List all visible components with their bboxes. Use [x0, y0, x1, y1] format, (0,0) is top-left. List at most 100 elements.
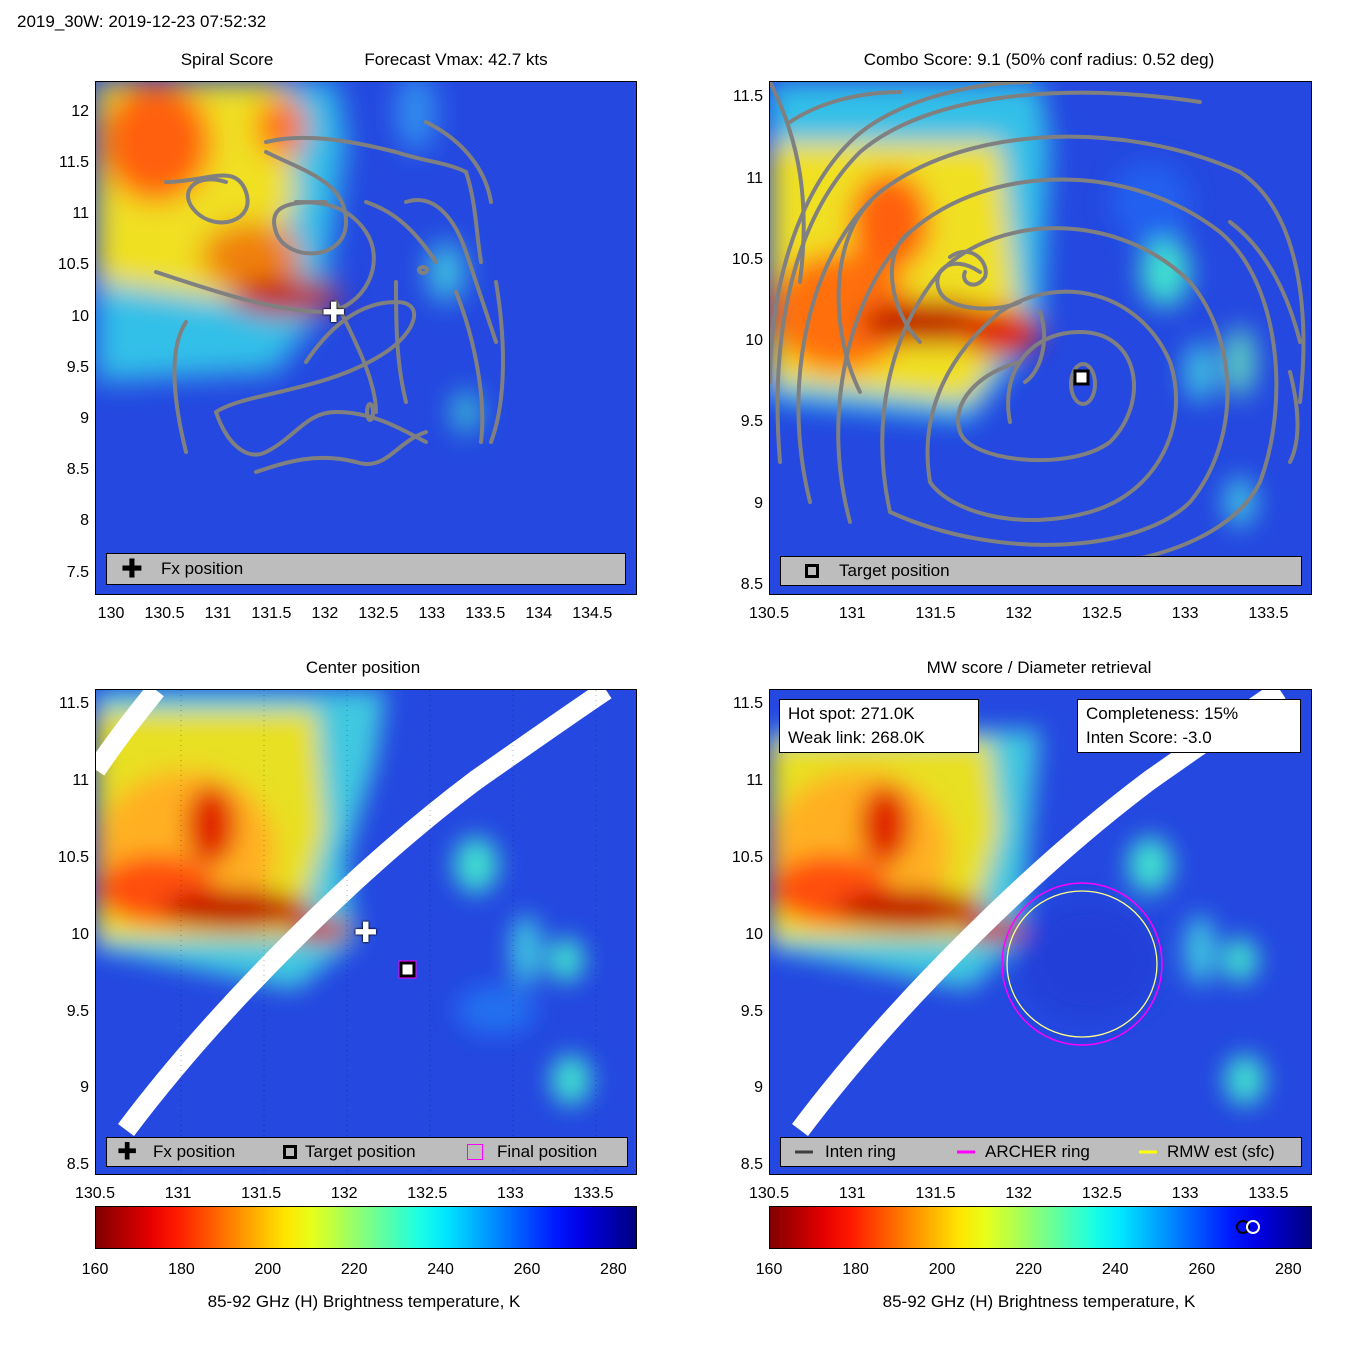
mw-score-plot: Hot spot: 271.0K Weak link: 268.0K Compl…	[769, 689, 1312, 1175]
x-tick-label: 130	[97, 605, 125, 622]
x-tick-label: 134	[525, 605, 553, 622]
x-tick-label: 132.5	[358, 605, 399, 622]
y-tick-label: 11.5	[733, 88, 763, 106]
x-tick-label: 131	[838, 1185, 866, 1202]
colorbar-tick-label: 260	[1188, 1261, 1216, 1278]
legend-target-position: Target position	[839, 561, 950, 580]
x-tick-label: 132	[1005, 1185, 1033, 1202]
completeness-text: Completeness: 15%	[1086, 704, 1239, 723]
y-tick-label: 9	[80, 409, 89, 427]
inten-score-text: Inten Score: -3.0	[1086, 728, 1212, 747]
y-tick-label: 11	[72, 205, 89, 223]
x-tick-label: 133	[497, 1185, 524, 1202]
y-tick-label: 9	[754, 494, 763, 512]
y-tick-label: 8.5	[66, 461, 89, 479]
colorbar-tick-label: 180	[168, 1261, 195, 1278]
archer-ring-line-icon	[957, 1150, 975, 1154]
colorbar-tick-label: 260	[513, 1261, 541, 1278]
spiral-score-plot: ✚ Fx position ✚	[95, 81, 637, 595]
combo-score-legend: Target position	[780, 556, 1302, 586]
y-tick-label: 10.5	[57, 849, 89, 867]
legend-final-position: Final position	[497, 1142, 598, 1161]
fx-position-plus-icon: ✚	[121, 553, 143, 584]
y-tick-label: 11	[72, 772, 89, 790]
colorbar-tick-label: 200	[928, 1261, 956, 1278]
x-tick-label: 131	[204, 605, 232, 622]
x-tick-label: 133.5	[1248, 605, 1289, 622]
x-tick-label: 132.5	[1081, 605, 1122, 622]
colorbar-right	[769, 1206, 1312, 1249]
weak-link-text: Weak link: 268.0K	[788, 728, 925, 747]
spiral-score-svg	[96, 82, 636, 594]
x-tick-label: 133.5	[465, 605, 506, 622]
forecast-vmax-title: Forecast Vmax: 42.7 kts	[364, 50, 548, 69]
combo-score-plot: Target position	[769, 81, 1312, 595]
hot-spot-text: Hot spot: 271.0K	[788, 704, 915, 723]
target-position-square-icon	[283, 1145, 297, 1159]
y-tick-label: 10	[71, 925, 89, 943]
rmw-ring	[1006, 890, 1158, 1038]
spiral-score-legend: ✚ Fx position	[106, 553, 626, 585]
colorbar-tick-label: 240	[1101, 1261, 1129, 1278]
x-tick-label: 131	[164, 1185, 192, 1202]
spiral-score-title: Spiral Score	[180, 50, 274, 69]
colorbar-tick-label: 180	[842, 1261, 869, 1278]
y-tick-label: 11.5	[59, 695, 89, 713]
y-tick-label: 11	[746, 772, 763, 790]
center-position-plot: ✚ ✚ Fx position Target position Final po…	[95, 689, 637, 1175]
center-position-svg	[96, 690, 636, 1174]
x-tick-label: 133	[418, 605, 446, 622]
y-tick-label: 12	[71, 102, 89, 120]
x-tick-label: 132	[330, 1185, 358, 1202]
x-tick-label: 130.5	[74, 1185, 116, 1202]
x-tick-label: 134.5	[572, 605, 613, 622]
fx-position-plus-icon: ✚	[117, 1138, 138, 1166]
legend-rmw-est: RMW est (sfc)	[1167, 1142, 1275, 1161]
x-tick-label: 133	[1171, 605, 1199, 622]
fx-position-marker: ✚	[322, 297, 346, 328]
y-tick-label: 11	[746, 169, 763, 187]
colorbar-left-label: 85-92 GHz (H) Brightness temperature, K	[207, 1292, 521, 1311]
figure-title: 2019_30W: 2019-12-23 07:52:32	[17, 12, 267, 31]
center-position-title: Center position	[305, 658, 421, 677]
x-tick-label: 131.5	[241, 1185, 282, 1202]
x-tick-label: 132	[1005, 605, 1033, 622]
mw-score-legend: Inten ring ARCHER ring RMW est (sfc)	[780, 1137, 1302, 1167]
legend-archer-ring: ARCHER ring	[985, 1142, 1090, 1161]
archer-ring	[1001, 882, 1163, 1046]
target-position-square-icon	[805, 564, 819, 578]
y-tick-label: 8.5	[740, 1156, 763, 1174]
colorbar-tick-label: 220	[1015, 1261, 1043, 1278]
x-tick-label: 131.5	[915, 605, 956, 622]
x-tick-label: 130.5	[144, 605, 185, 622]
hot-spot-circle-icon	[1246, 1220, 1260, 1234]
colorbar-tick-label: 160	[755, 1261, 783, 1278]
x-tick-label: 131.5	[251, 605, 292, 622]
mw-score-title: MW score / Diameter retrieval	[926, 658, 1152, 677]
x-tick-label: 132.5	[407, 1185, 448, 1202]
x-tick-label: 133.5	[1248, 1185, 1289, 1202]
y-tick-label: 10.5	[731, 250, 763, 268]
x-tick-label: 132	[311, 605, 339, 622]
combo-score-svg	[770, 82, 1311, 594]
hot-spot-info-box: Hot spot: 271.0K Weak link: 268.0K	[779, 699, 979, 753]
y-tick-label: 9.5	[740, 413, 763, 431]
colorbar-tick-label: 200	[254, 1261, 282, 1278]
legend-fx-position: Fx position	[161, 559, 244, 578]
completeness-info-box: Completeness: 15% Inten Score: -3.0	[1077, 699, 1301, 753]
y-tick-label: 10	[745, 332, 763, 350]
fx-position-marker: ✚	[354, 917, 378, 948]
x-tick-label: 130.5	[748, 1185, 790, 1202]
inten-ring-line-icon	[795, 1150, 813, 1154]
y-tick-label: 8.5	[66, 1156, 89, 1174]
combo-score-title: Combo Score: 9.1 (50% conf radius: 0.52 …	[863, 50, 1215, 69]
legend-target-position: Target position	[305, 1142, 416, 1161]
y-tick-label: 10	[71, 307, 89, 325]
colorbar-tick-label: 240	[427, 1261, 454, 1278]
colorbar-right-label: 85-92 GHz (H) Brightness temperature, K	[882, 1292, 1196, 1311]
y-tick-label: 8	[80, 512, 89, 530]
x-tick-label: 132.5	[1081, 1185, 1122, 1202]
y-tick-label: 9.5	[66, 1002, 89, 1020]
y-tick-label: 9	[80, 1079, 89, 1097]
y-tick-label: 9	[754, 1079, 763, 1097]
